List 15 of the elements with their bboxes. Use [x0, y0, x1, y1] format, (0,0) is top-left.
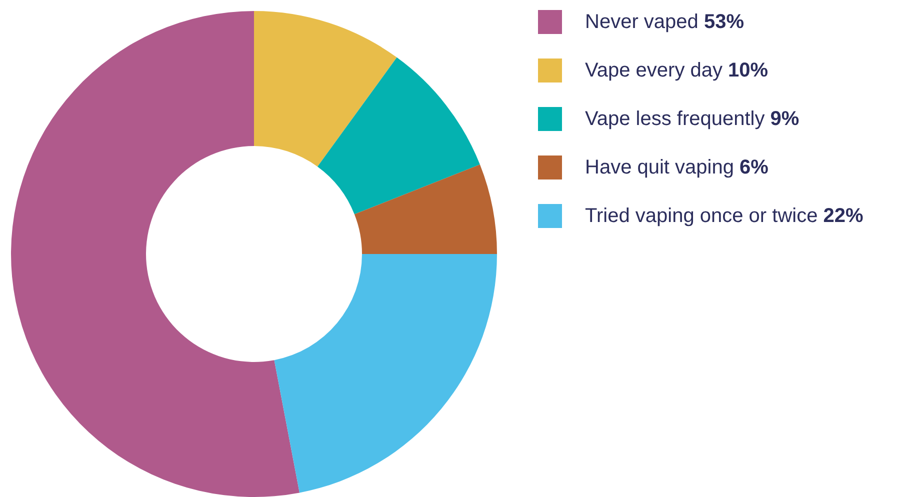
legend-label: Tried vaping once or twice: [585, 205, 818, 227]
data-label: 53%: [704, 11, 744, 33]
legend-label: Never vaped: [585, 11, 698, 33]
legend-label: Vape every day: [585, 60, 722, 82]
data-label: 10%: [728, 60, 768, 82]
data-label: 22%: [823, 205, 864, 227]
data-label: 9%: [770, 108, 800, 130]
data-label: 6%: [740, 156, 769, 178]
legend-label: Have quit vaping: [585, 156, 734, 178]
legend-label: Vape less frequently: [585, 108, 765, 130]
donut-slice: [11, 11, 300, 497]
donut-slice: [354, 164, 497, 254]
donut-slice: [254, 11, 397, 167]
donut-slice: [317, 57, 480, 214]
donut-slice: [274, 254, 497, 493]
